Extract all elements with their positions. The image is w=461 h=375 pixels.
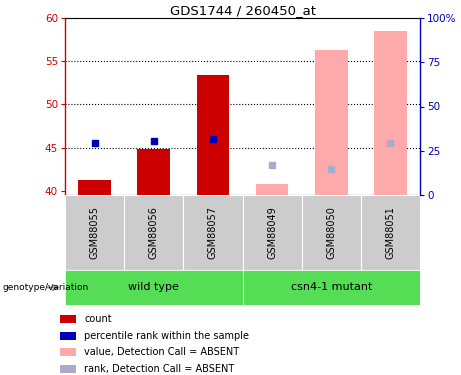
Text: rank, Detection Call = ABSENT: rank, Detection Call = ABSENT: [84, 364, 234, 374]
Text: GSM88051: GSM88051: [385, 206, 396, 259]
Bar: [60, 365, 76, 373]
Text: count: count: [84, 314, 112, 324]
Bar: [301, 195, 361, 270]
Bar: [78, 180, 111, 195]
Bar: [256, 184, 288, 195]
Bar: [361, 195, 420, 270]
Bar: [197, 75, 229, 195]
Bar: [137, 149, 170, 195]
Text: GSM88057: GSM88057: [208, 206, 218, 259]
Bar: [60, 315, 76, 323]
Bar: [242, 270, 420, 305]
Text: percentile rank within the sample: percentile rank within the sample: [84, 331, 249, 340]
Bar: [242, 195, 301, 270]
Text: GSM88050: GSM88050: [326, 206, 336, 259]
Bar: [183, 195, 242, 270]
Text: genotype/variation: genotype/variation: [2, 283, 89, 292]
Text: csn4-1 mutant: csn4-1 mutant: [290, 282, 372, 292]
Bar: [315, 50, 348, 195]
Text: GSM88055: GSM88055: [89, 206, 100, 259]
Text: wild type: wild type: [128, 282, 179, 292]
Text: GSM88056: GSM88056: [149, 206, 159, 259]
Bar: [60, 348, 76, 356]
Text: value, Detection Call = ABSENT: value, Detection Call = ABSENT: [84, 347, 239, 357]
Title: GDS1744 / 260450_at: GDS1744 / 260450_at: [170, 4, 315, 17]
Bar: [65, 270, 242, 305]
Bar: [65, 195, 124, 270]
Bar: [374, 31, 407, 195]
Bar: [124, 195, 183, 270]
Text: GSM88049: GSM88049: [267, 206, 277, 259]
Bar: [60, 332, 76, 339]
